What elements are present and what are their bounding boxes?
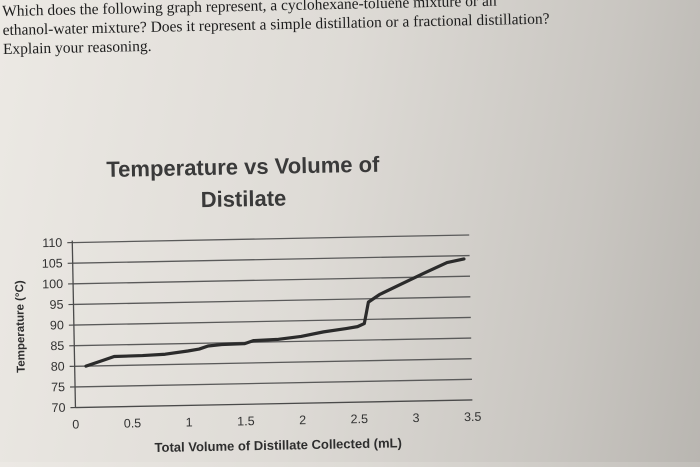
y-tick-label: 70 [51, 401, 65, 415]
x-axis-line [75, 400, 472, 408]
chart-title-line-1: Temperature vs Volume of [106, 152, 380, 182]
y-tick-label: 95 [49, 298, 63, 312]
gridline-y-95 [73, 297, 470, 305]
y-tick-label: 80 [51, 360, 65, 374]
gridline-y-80 [75, 359, 472, 367]
y-tick-label: 75 [51, 380, 65, 394]
y-tick-label: 100 [42, 277, 63, 291]
x-tick-label: 2.5 [350, 412, 368, 426]
x-tick-labels: 0 0.5 1 1.5 2 2.5 3 3.5 [72, 410, 481, 432]
y-tick-label: 105 [42, 256, 63, 270]
gridline-y-90 [74, 317, 471, 325]
x-tick-label: 1.5 [237, 414, 255, 428]
chart-title-line-2: Distilate [200, 185, 286, 212]
y-tick-label: 85 [50, 339, 64, 353]
series-layer [84, 259, 466, 366]
gridlines [72, 235, 472, 387]
x-tick-label: 0 [72, 417, 79, 431]
x-tick-label: 1 [186, 415, 193, 429]
series-line-1 [84, 259, 466, 366]
gridline-y-110 [72, 235, 469, 243]
y-axis-line [72, 241, 75, 408]
y-tick-label: 110 [42, 236, 62, 250]
gridline-y-75 [75, 379, 472, 387]
x-tick-label: 0.5 [124, 416, 142, 430]
x-tick-label: 3 [412, 411, 419, 425]
y-tick-labels: 110 105 100 95 90 85 80 75 70 [41, 236, 65, 415]
y-tick-label: 90 [50, 318, 64, 332]
x-tick-label: 3.5 [464, 410, 482, 424]
x-axis-label: Total Volume of Distillate Collected (mL… [154, 435, 402, 455]
gridline-y-105 [73, 256, 470, 264]
y-axis-label: Temperature (°C) [14, 280, 28, 373]
x-tick-label: 2 [299, 413, 306, 427]
